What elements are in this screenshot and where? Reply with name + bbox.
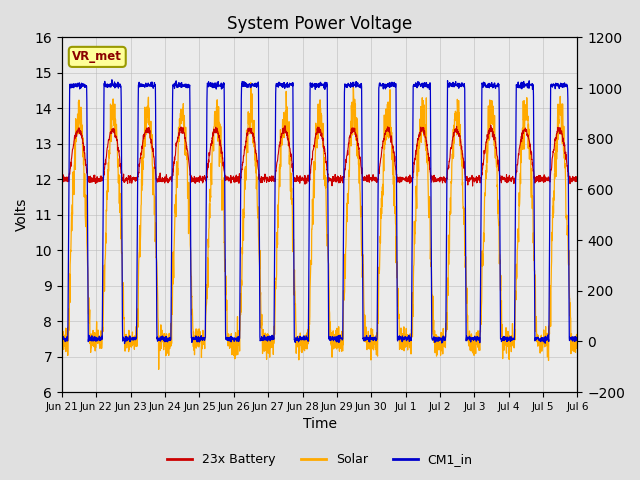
X-axis label: Time: Time xyxy=(303,418,337,432)
Legend: 23x Battery, Solar, CM1_in: 23x Battery, Solar, CM1_in xyxy=(163,448,477,471)
Title: System Power Voltage: System Power Voltage xyxy=(227,15,412,33)
Y-axis label: Volts: Volts xyxy=(15,198,29,231)
Text: VR_met: VR_met xyxy=(72,50,122,63)
